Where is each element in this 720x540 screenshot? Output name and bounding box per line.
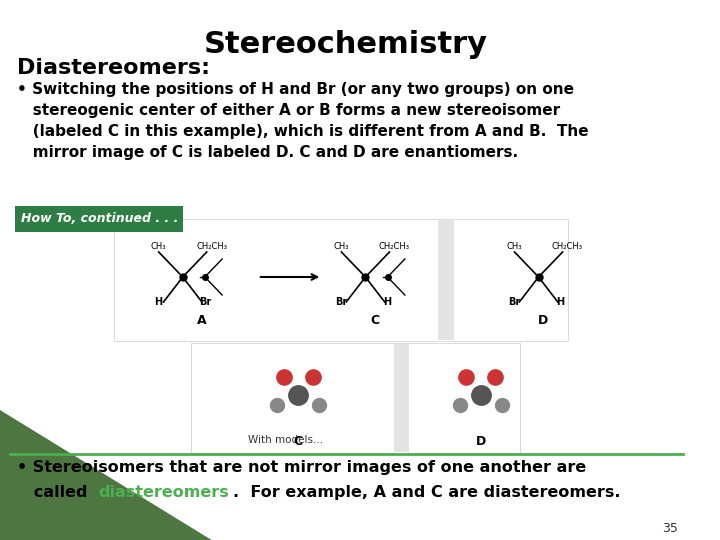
Text: Br: Br — [508, 297, 521, 307]
Text: With models...: With models... — [248, 435, 323, 445]
Text: C: C — [371, 314, 379, 327]
Polygon shape — [0, 410, 212, 540]
FancyBboxPatch shape — [192, 343, 521, 453]
Text: H: H — [155, 297, 163, 307]
Text: 35: 35 — [662, 522, 678, 535]
Polygon shape — [395, 344, 409, 452]
Polygon shape — [438, 220, 454, 340]
Text: CH₂CH₃: CH₂CH₃ — [379, 242, 410, 251]
Text: Br: Br — [336, 297, 348, 307]
Text: D: D — [539, 314, 549, 327]
Text: CH₃: CH₃ — [333, 242, 349, 251]
Text: .  For example, A and C are diastereomers.: . For example, A and C are diastereomers… — [233, 485, 620, 500]
Text: Br: Br — [199, 297, 211, 307]
Text: D: D — [476, 435, 486, 448]
FancyBboxPatch shape — [114, 219, 568, 341]
Text: CH₂CH₃: CH₂CH₃ — [552, 242, 583, 251]
Text: H: H — [557, 297, 564, 307]
FancyBboxPatch shape — [15, 206, 183, 232]
Text: How To, continued . . .: How To, continued . . . — [21, 213, 179, 226]
Text: CH₃: CH₃ — [151, 242, 166, 251]
Text: called: called — [17, 485, 94, 500]
Text: Diastereomers:: Diastereomers: — [17, 58, 210, 78]
Text: CH₂CH₃: CH₂CH₃ — [196, 242, 227, 251]
Text: C: C — [294, 435, 302, 448]
Text: Stereochemistry: Stereochemistry — [204, 30, 488, 59]
Text: • Stereoisomers that are not mirror images of one another are: • Stereoisomers that are not mirror imag… — [17, 460, 587, 475]
Text: A: A — [197, 314, 207, 327]
Text: CH₃: CH₃ — [507, 242, 522, 251]
Text: diastereomers: diastereomers — [98, 485, 229, 500]
Text: H: H — [384, 297, 392, 307]
Text: • Switching the positions of H and Br (or any two groups) on one
   stereogenic : • Switching the positions of H and Br (o… — [17, 82, 589, 160]
